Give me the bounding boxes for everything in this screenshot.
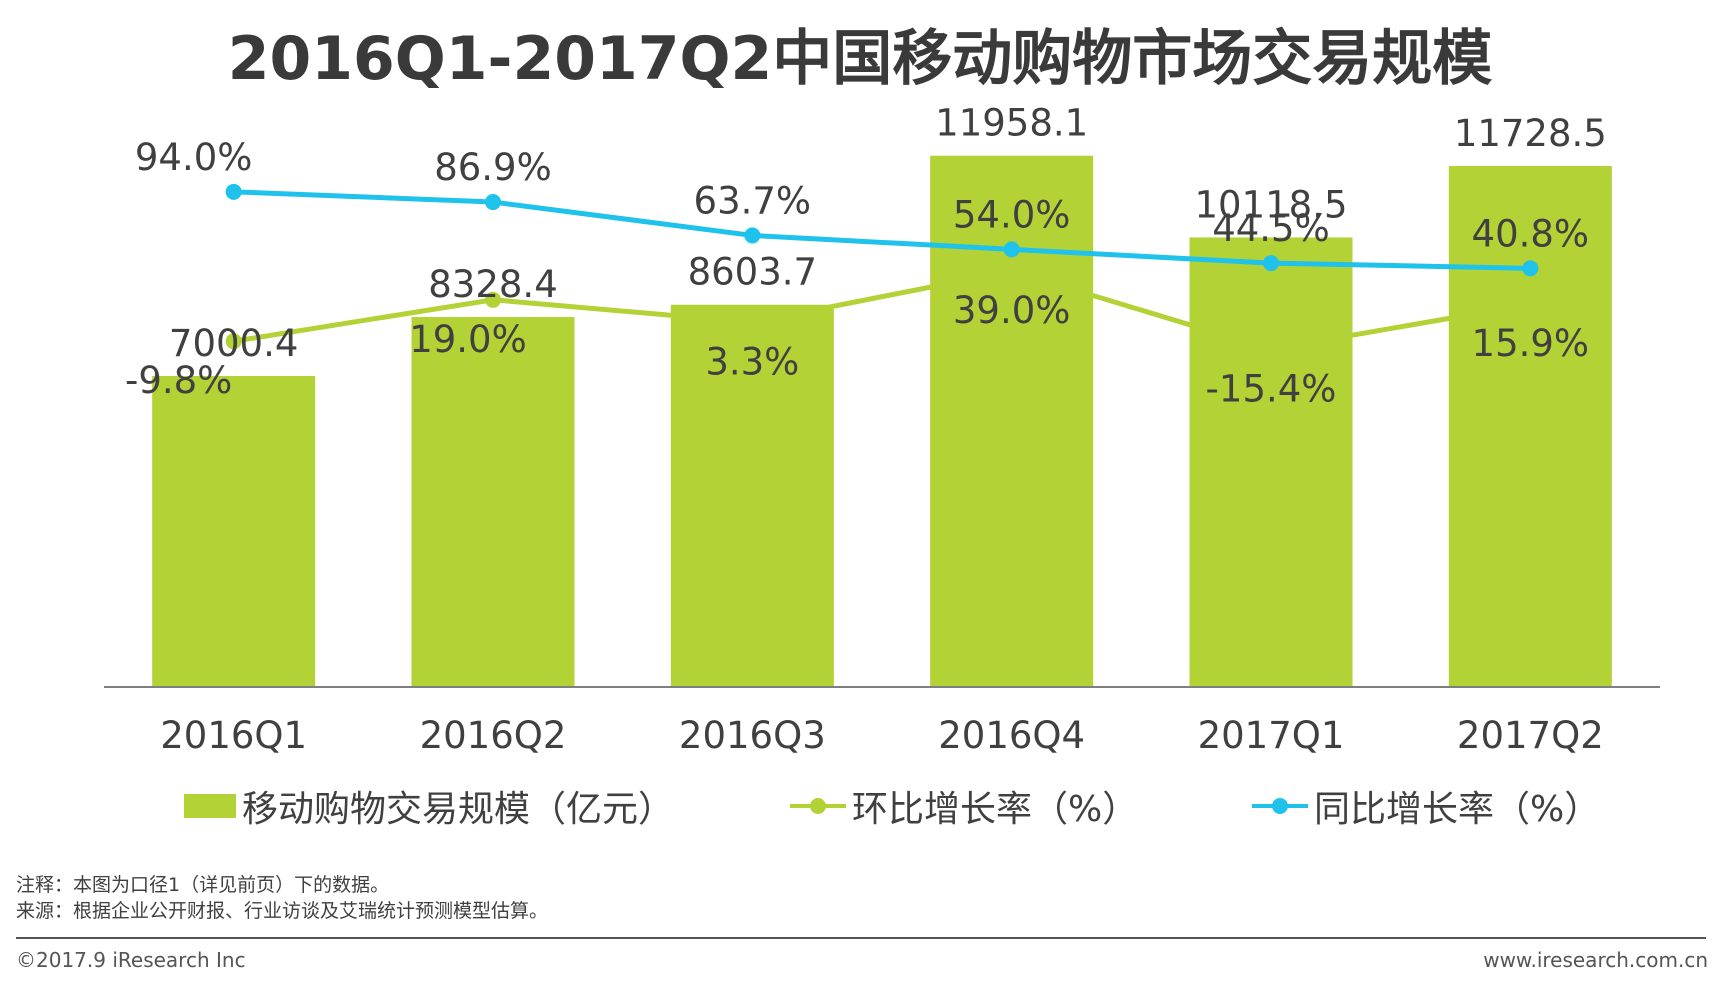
bar-value-label-2017Q2: 11728.5 [1454,112,1607,155]
bar-value-label-2016Q2: 8328.4 [428,263,557,306]
yoy-value-label-2017Q1: 44.5% [1212,207,1330,250]
legend-mom-swatch [790,794,846,818]
bar-2017Q2 [1448,165,1612,687]
mom-value-label-2016Q3: 3.3% [705,340,799,383]
mom-value-label-2017Q2: 15.9% [1472,322,1590,365]
yoy-point-2016Q1 [225,183,242,200]
footer-website: www.iresearch.com.cn [1483,948,1708,972]
x-tick-label-2016Q4: 2016Q4 [938,714,1085,757]
legend-yoy-swatch [1252,794,1308,818]
legend-mom: 环比增长率（%） [790,780,1138,832]
mom-point-2016Q3 [744,314,761,331]
legend-yoy-label: 同比增长率（%） [1314,789,1601,830]
yoy-value-label-2016Q1: 94.0% [135,136,253,179]
legend-bar-label: 移动购物交易规模（亿元） [242,789,675,830]
labels-layer: 7000.4 2016Q1 8328.4 2016Q2 8603.7 2016Q3 1195… [125,102,1607,757]
footer-copyright: ©2017.9 iResearch Inc [16,948,246,972]
legend-bar-swatch [184,794,236,818]
x-tick-label-2016Q1: 2016Q1 [160,714,307,757]
mom-point-2016Q4 [1003,262,1020,279]
yoy-line [233,189,1531,271]
x-tick-label-2017Q1: 2017Q1 [1198,714,1345,757]
bar-value-label-2017Q1: 10118.5 [1194,183,1347,226]
bar-2016Q1 [152,375,316,687]
bar-2016Q2 [411,316,575,687]
lines-layer [225,183,1539,358]
mom-value-label-2016Q1: -9.8% [125,359,232,402]
chart-title: 2016Q1-2017Q2中国移动购物市场交易规模 [227,24,1493,94]
chart-plot-area: 7000.4 2016Q1 8328.4 2016Q2 8603.7 2016Q3 1195… [104,102,1660,757]
mom-value-label-2017Q1: -15.4% [1206,367,1337,410]
chart-source: 来源：根据企业公开财报、行业访谈及艾瑞统计预测模型估算。 [16,900,549,922]
bar-value-label-2016Q1: 7000.4 [169,322,298,365]
mom-value-label-2016Q4: 39.0% [953,289,1071,332]
yoy-point-2016Q3 [744,227,761,244]
bars-layer [152,155,1612,688]
yoy-value-label-2017Q2: 40.8% [1472,212,1590,255]
yoy-value-label-2016Q3: 63.7% [694,179,812,222]
x-tick-label-2016Q3: 2016Q3 [679,714,826,757]
mom-point-2017Q2 [1522,296,1539,313]
bar-value-label-2016Q3: 8603.7 [688,251,817,294]
yoy-value-label-2016Q4: 54.0% [953,193,1071,236]
legend-mom-label: 环比增长率（%） [852,789,1139,830]
mom-point-2017Q1 [1263,341,1279,358]
mom-point-2016Q1 [225,333,242,350]
x-tick-label-2017Q2: 2017Q2 [1457,714,1604,757]
legend-yoy: 同比增长率（%） [1252,780,1600,832]
bar-value-label-2016Q4: 11958.1 [935,102,1088,145]
x-tick-label-2016Q2: 2016Q2 [420,714,567,757]
legend-bar: 移动购物交易规模（亿元） [184,780,674,832]
bar-2017Q1 [1189,237,1353,687]
yoy-point-2017Q1 [1263,255,1279,272]
mom-line [233,268,1531,352]
yoy-point-2016Q2 [485,194,501,211]
chart-note: 注释：本图为口径1（详见前页）下的数据。 [16,874,390,896]
yoy-value-label-2016Q2: 86.9% [434,146,552,189]
footer-divider [16,937,1706,939]
yoy-point-2016Q4 [1003,241,1020,258]
mom-value-label-2016Q2: 19.0% [409,318,527,361]
bar-2016Q3 [670,304,834,687]
yoy-point-2017Q2 [1522,260,1539,277]
mom-point-2016Q2 [485,291,501,308]
